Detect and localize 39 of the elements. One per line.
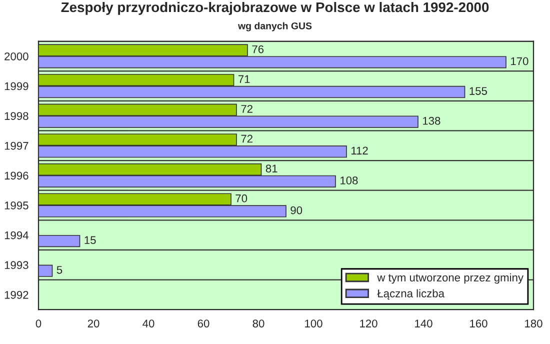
x-tick-label: 60 bbox=[198, 320, 210, 328]
x-tick-label: 80 bbox=[252, 320, 264, 328]
y-tick-label: 1992 bbox=[4, 290, 28, 299]
data-label: 112 bbox=[352, 146, 368, 154]
data-label: 5 bbox=[56, 266, 62, 274]
chart-subtitle: wg danych GUS bbox=[238, 22, 312, 32]
legend-label: w tym utworzone przez gminy bbox=[377, 273, 524, 284]
legend-label: Łączna liczba bbox=[377, 289, 444, 300]
y-tick-label: 1996 bbox=[4, 172, 28, 180]
data-label: 108 bbox=[340, 176, 358, 184]
data-label: 81 bbox=[266, 164, 278, 172]
bar bbox=[38, 264, 53, 277]
x-tick-label: 40 bbox=[142, 320, 154, 328]
x-tick-label: 20 bbox=[88, 320, 100, 328]
y-tick-label: 1993 bbox=[4, 261, 28, 270]
chart-title: Zespoły przyrodniczo-krajobrazowe w Polsce w latach 1992-2000 bbox=[61, 2, 489, 15]
x-tick-label: 160 bbox=[470, 320, 488, 328]
data-label: 155 bbox=[470, 87, 487, 95]
x-tick-label: 180 bbox=[525, 320, 542, 328]
data-label: 70 bbox=[236, 194, 248, 202]
y-tick-label: 1994 bbox=[4, 231, 28, 240]
data-label: 170 bbox=[511, 57, 528, 66]
x-tick-label: 120 bbox=[360, 320, 378, 328]
data-label: 90 bbox=[290, 206, 302, 214]
y-tick-label: 2000 bbox=[4, 52, 28, 60]
data-label: 138 bbox=[423, 116, 440, 125]
x-tick-label: 100 bbox=[305, 320, 322, 328]
data-label: 72 bbox=[241, 134, 252, 143]
x-tick-label: 0 bbox=[36, 320, 42, 328]
y-tick-label: 1998 bbox=[4, 112, 28, 120]
data-label: 72 bbox=[241, 104, 252, 113]
data-label: 71 bbox=[238, 75, 250, 83]
y-tick-label: 1997 bbox=[4, 142, 28, 150]
data-label: 15 bbox=[84, 236, 96, 244]
x-tick-label: 140 bbox=[415, 320, 432, 328]
y-tick-label: 1995 bbox=[4, 202, 28, 210]
data-label: 76 bbox=[252, 45, 264, 54]
y-tick-label: 1999 bbox=[4, 82, 28, 90]
bar bbox=[38, 234, 80, 248]
